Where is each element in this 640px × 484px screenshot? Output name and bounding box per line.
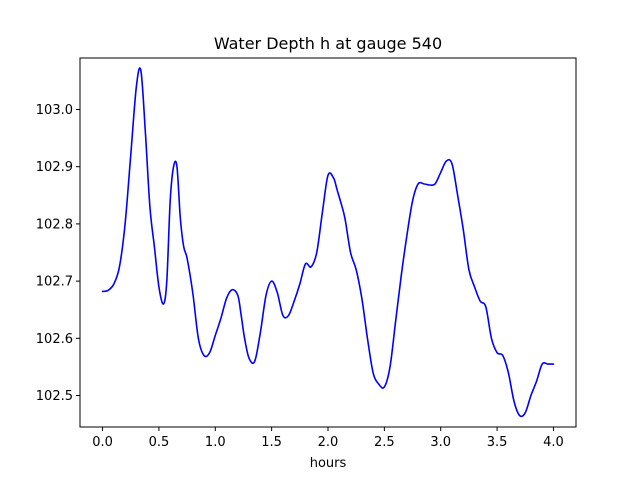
y-axis: 102.5 102.6 102.7 102.8 102.9 103.0 — [36, 103, 80, 404]
y-tick-label: 102.7 — [36, 275, 73, 290]
y-tick-label: 102.9 — [36, 160, 73, 175]
x-tick-label: 3.5 — [487, 435, 508, 450]
x-tick-label: 0.5 — [149, 435, 170, 450]
x-tick-label: 0.0 — [92, 435, 113, 450]
x-tick-label: 1.0 — [205, 435, 226, 450]
y-tick-label: 102.8 — [36, 217, 73, 232]
x-tick-label: 3.0 — [430, 435, 451, 450]
x-axis: 0.0 0.5 1.0 1.5 2.0 2.5 3.0 3.5 4.0 — [92, 427, 564, 450]
chart-title: Water Depth h at gauge 540 — [214, 34, 442, 53]
x-tick-label: 1.5 — [261, 435, 282, 450]
series-layer — [101, 67, 555, 418]
x-axis-label: hours — [310, 456, 347, 471]
x-tick-label: 2.5 — [374, 435, 395, 450]
y-tick-label: 103.0 — [36, 103, 73, 118]
series-line-0 — [101, 67, 555, 418]
plot-background — [80, 58, 576, 427]
y-tick-label: 102.5 — [36, 389, 73, 404]
x-tick-label: 4.0 — [543, 435, 564, 450]
y-tick-label: 102.6 — [36, 332, 73, 347]
x-tick-label: 2.0 — [318, 435, 339, 450]
